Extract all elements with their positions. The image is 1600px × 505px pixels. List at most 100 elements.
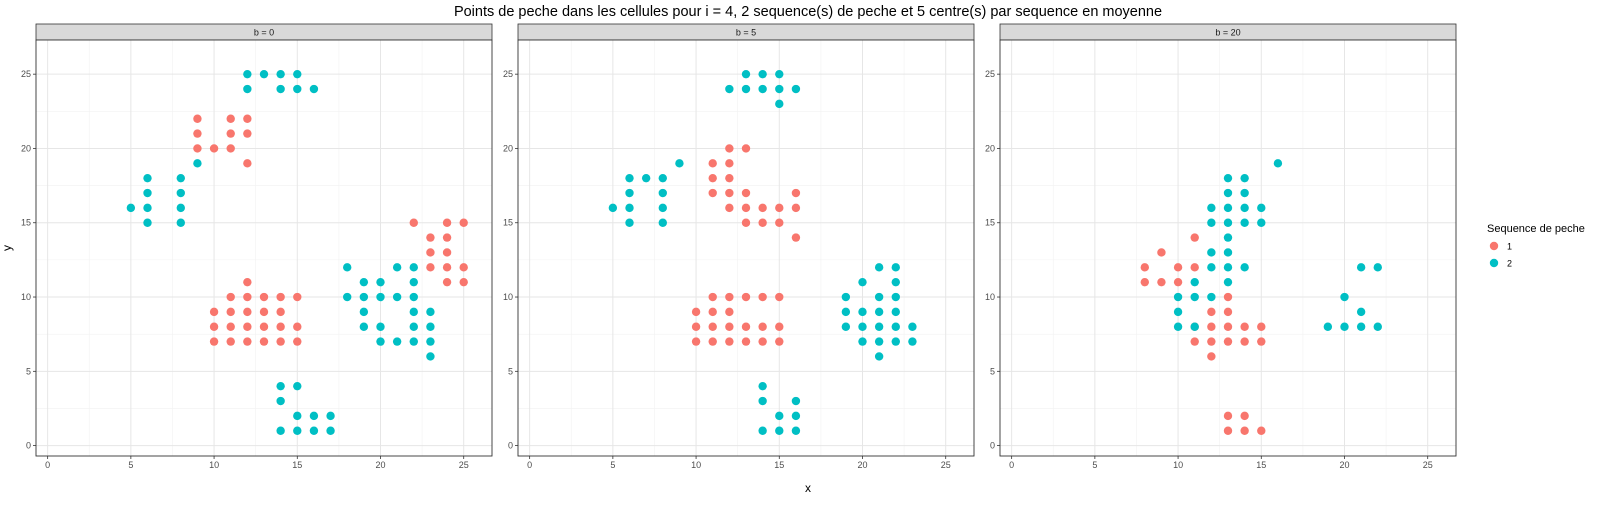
- data-point: [1223, 248, 1233, 257]
- series-1: [1140, 233, 1266, 435]
- data-point: [791, 396, 801, 406]
- data-point: [741, 292, 751, 302]
- data-point: [326, 411, 335, 421]
- data-point: [741, 69, 751, 79]
- data-point: [841, 292, 851, 302]
- data-point: [1173, 292, 1183, 302]
- data-point: [758, 84, 767, 94]
- data-point: [442, 277, 452, 287]
- data-point: [176, 188, 185, 198]
- y-axis-label: y: [0, 245, 14, 251]
- data-point: [226, 144, 235, 153]
- data-point: [426, 352, 435, 361]
- y-tick-label: 20: [21, 143, 31, 153]
- data-point: [1240, 218, 1249, 227]
- data-point: [343, 292, 352, 302]
- data-point: [126, 203, 136, 213]
- data-point: [243, 69, 252, 79]
- data-point: [1356, 307, 1366, 317]
- data-point: [309, 84, 319, 94]
- data-point: [243, 277, 252, 287]
- x-tick-label: 5: [1092, 460, 1097, 470]
- data-point: [1207, 352, 1216, 361]
- data-point: [209, 144, 219, 153]
- legend-key: [1489, 258, 1499, 268]
- data-point: [1257, 218, 1266, 227]
- data-point: [426, 233, 435, 242]
- data-point: [176, 218, 185, 227]
- data-point: [858, 337, 867, 346]
- plot-background: [36, 40, 492, 456]
- data-point: [874, 322, 884, 331]
- data-point: [708, 307, 717, 317]
- data-point: [1173, 277, 1183, 287]
- data-point: [376, 277, 385, 287]
- data-point: [858, 277, 867, 287]
- data-point: [293, 381, 302, 391]
- data-point: [891, 277, 900, 287]
- data-point: [874, 263, 884, 272]
- data-point: [176, 173, 185, 183]
- legend: Sequence de peche 12: [1487, 223, 1585, 269]
- data-point: [691, 337, 701, 346]
- data-point: [658, 188, 667, 198]
- data-point: [775, 292, 784, 302]
- data-point: [426, 322, 435, 331]
- data-point: [741, 337, 751, 346]
- y-tick-label: 25: [21, 69, 31, 79]
- data-point: [1273, 159, 1283, 168]
- data-point: [1257, 203, 1266, 213]
- data-point: [426, 307, 435, 317]
- chart-title: Points de peche dans les cellules pour i…: [454, 4, 1162, 20]
- data-point: [193, 114, 202, 123]
- data-point: [293, 411, 302, 421]
- data-point: [459, 263, 468, 272]
- data-point: [359, 322, 369, 331]
- data-point: [725, 307, 734, 317]
- data-point: [775, 99, 784, 109]
- data-point: [259, 307, 269, 317]
- x-tick-label: 10: [1173, 460, 1183, 470]
- data-point: [841, 307, 851, 317]
- data-point: [725, 173, 734, 183]
- data-point: [1223, 263, 1233, 272]
- facet-panel: b = 5 0 5 10 15 20 25 0 5 10 15 20 25: [503, 23, 975, 470]
- data-point: [708, 159, 717, 168]
- data-point: [1190, 233, 1199, 242]
- data-point: [625, 218, 634, 227]
- data-point: [409, 277, 418, 287]
- data-point: [1340, 292, 1349, 302]
- data-point: [775, 337, 784, 346]
- data-point: [775, 411, 784, 421]
- data-point: [176, 203, 185, 213]
- data-point: [209, 322, 219, 331]
- data-point: [409, 292, 418, 302]
- data-point: [1223, 337, 1233, 346]
- data-point: [1140, 263, 1149, 272]
- data-point: [725, 337, 734, 346]
- data-point: [293, 337, 302, 346]
- data-point: [775, 203, 784, 213]
- data-point: [758, 322, 767, 331]
- data-point: [658, 173, 667, 183]
- x-tick-label: 20: [375, 460, 385, 470]
- data-point: [359, 277, 369, 287]
- y-tick-label: 25: [985, 69, 995, 79]
- data-point: [891, 337, 900, 346]
- data-point: [841, 322, 851, 331]
- data-point: [1223, 218, 1233, 227]
- data-point: [725, 188, 734, 198]
- x-tick-label: 0: [45, 460, 50, 470]
- data-point: [1173, 322, 1183, 331]
- data-point: [243, 114, 252, 123]
- x-tick-label: 10: [691, 460, 701, 470]
- data-point: [908, 337, 917, 346]
- data-point: [775, 84, 784, 94]
- data-point: [376, 337, 385, 346]
- series-1: [193, 114, 468, 346]
- data-point: [276, 337, 285, 346]
- data-point: [243, 84, 252, 94]
- data-point: [392, 263, 402, 272]
